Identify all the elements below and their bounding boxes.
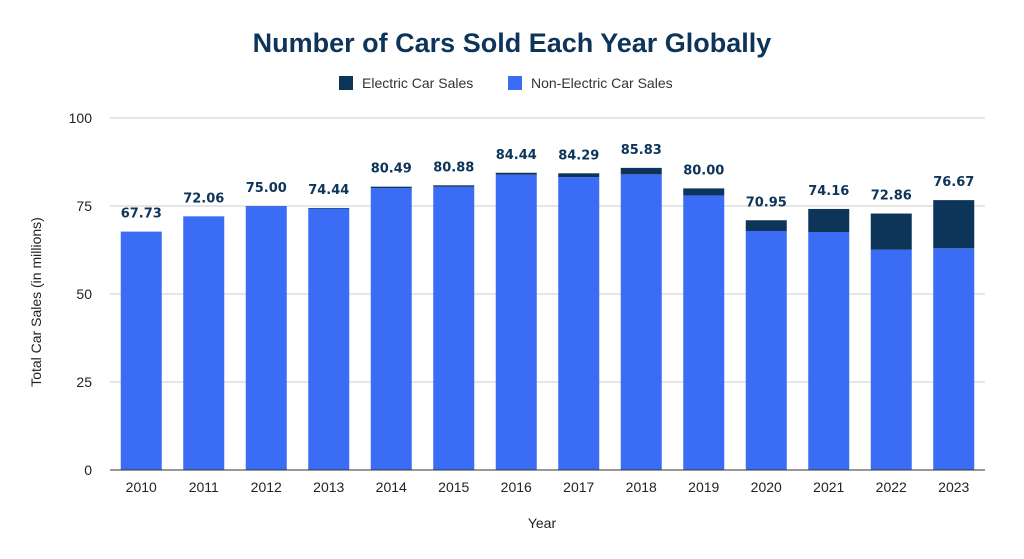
x-tick-label: 2015 (438, 479, 469, 495)
gridlines (110, 117, 985, 383)
bar-total-label: 74.16 (808, 184, 849, 199)
y-tick-label: 100 (69, 110, 93, 126)
bar-electric (370, 186, 412, 189)
bar-electric (433, 185, 475, 187)
y-tick-label: 25 (76, 374, 92, 390)
bar-non-electric (433, 186, 475, 470)
x-tick-label: 2023 (938, 479, 969, 495)
bar-total-label: 85.83 (621, 143, 662, 158)
legend-label-electric: Electric Car Sales (362, 75, 473, 91)
x-tick-label: 2012 (251, 479, 282, 495)
x-tick-label: 2022 (876, 479, 907, 495)
y-tick-label: 0 (84, 462, 92, 478)
bar-electric (745, 220, 787, 231)
x-tick-label: 2014 (376, 479, 407, 495)
bar-non-electric (620, 174, 662, 470)
x-tick-label: 2019 (688, 479, 719, 495)
bar-total-label: 80.88 (433, 160, 474, 175)
bar-total-label: 84.29 (558, 148, 599, 163)
x-axis-ticks: 2010 2011 2012 2013 2014 2015 2016 2017 2018 2019… (126, 479, 970, 495)
x-tick-label: 2016 (501, 479, 532, 495)
bar-electric (558, 173, 600, 178)
bar-non-electric (308, 208, 350, 471)
legend: Electric Car Sales Non-Electric Car Sale… (339, 75, 673, 91)
legend-swatch-non-electric (508, 76, 522, 90)
bar-non-electric (120, 231, 162, 470)
y-axis-title: Total Car Sales (in millions) (28, 217, 44, 387)
bar-non-electric (245, 206, 287, 470)
legend-label-non-electric: Non-Electric Car Sales (531, 75, 673, 91)
y-tick-label: 75 (76, 198, 92, 214)
bar-non-electric (870, 249, 912, 470)
bar-electric (620, 167, 662, 175)
bar-non-electric (745, 230, 787, 470)
chart-title: Number of Cars Sold Each Year Globally (253, 28, 772, 58)
data-labels: 67.73 72.06 75.00 74.44 80.49 80.88 84.44 84.29… (121, 143, 975, 222)
bar-total-label: 75.00 (246, 181, 287, 196)
bar-total-label: 80.49 (371, 162, 412, 177)
bar-non-electric (558, 177, 600, 471)
x-tick-label: 2013 (313, 479, 344, 495)
x-tick-label: 2011 (189, 479, 219, 495)
bar-non-electric (683, 195, 725, 470)
bar-total-label: 76.67 (933, 175, 974, 190)
bar-total-label: 72.86 (871, 189, 912, 204)
bar-electric (808, 208, 850, 233)
x-tick-label: 2010 (126, 479, 157, 495)
bar-non-electric (495, 174, 537, 470)
bar-total-label: 80.00 (683, 163, 724, 178)
bar-total-label: 74.44 (308, 183, 349, 198)
bar-electric (683, 188, 725, 196)
bar-non-electric (370, 188, 412, 470)
bar-total-label: 67.73 (121, 207, 162, 222)
y-tick-label: 50 (76, 286, 92, 302)
y-axis-ticks: 0 25 50 75 100 (69, 110, 93, 478)
x-axis-title: Year (528, 515, 557, 531)
bar-non-electric (933, 248, 975, 470)
bar-total-label: 70.95 (746, 195, 787, 210)
bar-non-electric (183, 216, 225, 470)
bar-total-label: 84.44 (496, 148, 537, 163)
bars (120, 167, 975, 471)
bar-electric (308, 207, 350, 209)
bar-electric (933, 200, 975, 249)
bar-non-electric (808, 232, 850, 470)
bar-electric (870, 213, 912, 250)
x-tick-label: 2018 (626, 479, 657, 495)
bar-electric (495, 172, 537, 175)
legend-swatch-electric (339, 76, 353, 90)
x-tick-label: 2017 (563, 479, 594, 495)
bar-total-label: 72.06 (183, 191, 224, 206)
x-tick-label: 2021 (813, 479, 844, 495)
x-tick-label: 2020 (751, 479, 782, 495)
